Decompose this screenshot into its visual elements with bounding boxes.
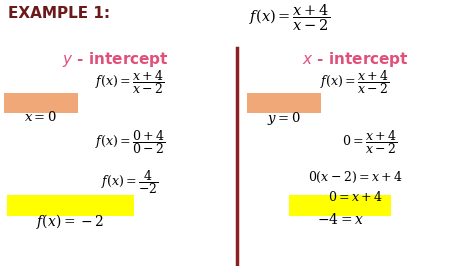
FancyBboxPatch shape — [247, 93, 321, 113]
Text: $f(x) = \dfrac{4}{-2}$: $f(x) = \dfrac{4}{-2}$ — [101, 168, 159, 196]
Text: $f(x) = -2$: $f(x) = -2$ — [36, 212, 104, 231]
Text: $x = 0$: $x = 0$ — [25, 110, 57, 124]
Text: $f(x) = \dfrac{x+4}{x-2}$: $f(x) = \dfrac{x+4}{x-2}$ — [320, 68, 390, 96]
Text: $f(x) = \dfrac{x+4}{x-2}$: $f(x) = \dfrac{x+4}{x-2}$ — [249, 2, 330, 32]
FancyBboxPatch shape — [4, 93, 78, 113]
Text: $\it{x}$ - intercept: $\it{x}$ - intercept — [301, 50, 409, 69]
Text: $f(x) = \dfrac{x+4}{x-2}$: $f(x) = \dfrac{x+4}{x-2}$ — [95, 68, 165, 96]
Text: $y = 0$: $y = 0$ — [267, 110, 301, 127]
FancyBboxPatch shape — [289, 195, 391, 216]
Text: EXAMPLE 1:: EXAMPLE 1: — [8, 6, 110, 21]
Text: $f(x) = \dfrac{0+4}{0-2}$: $f(x) = \dfrac{0+4}{0-2}$ — [95, 128, 165, 156]
Text: $0 = \dfrac{x+4}{x-2}$: $0 = \dfrac{x+4}{x-2}$ — [342, 128, 398, 156]
Text: $0 = x+4$: $0 = x+4$ — [328, 190, 383, 204]
Text: $0(x-2) = x+4$: $0(x-2) = x+4$ — [308, 170, 402, 185]
Text: $\it{y}$ - intercept: $\it{y}$ - intercept — [62, 50, 168, 69]
Text: $-4 = x$: $-4 = x$ — [317, 212, 364, 227]
FancyBboxPatch shape — [7, 195, 134, 216]
